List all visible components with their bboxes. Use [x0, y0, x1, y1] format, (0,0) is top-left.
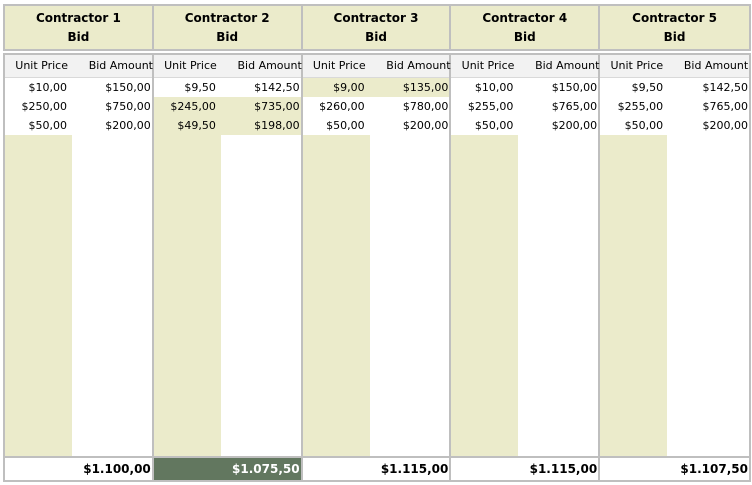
- unit-price-header[interactable]: Unit Price: [312, 59, 366, 72]
- unit-price-cell[interactable]: $50,00: [624, 119, 664, 132]
- column-subheader: Unit Price Bid Amount: [5, 55, 153, 78]
- column-subheader: Unit Price Bid Amount: [451, 55, 600, 78]
- contractor-header-row: Contractor 1 Bid Contractor 2 Bid Contract…: [3, 4, 751, 51]
- contractor-header-cell[interactable]: Contractor 5 Bid: [600, 6, 749, 49]
- table-row: $49,50 $198,00: [153, 116, 301, 135]
- unit-price-stripe: [600, 135, 668, 457]
- lowest-total-cell[interactable]: $1.075,50: [153, 458, 303, 480]
- bid-amount-cell[interactable]: $142,50: [254, 81, 300, 94]
- unit-price-stripe: [302, 135, 370, 457]
- bid-amount-cell[interactable]: $150,00: [551, 81, 598, 94]
- contractor-name: Contractor 4: [482, 11, 568, 25]
- table-row: $10,00 $150,00: [5, 78, 152, 97]
- contractor-header-cell[interactable]: Contractor 2 Bid: [154, 6, 303, 49]
- unit-price-cell[interactable]: $250,00: [21, 100, 68, 113]
- bid-amount-cell[interactable]: $200,00: [551, 119, 598, 132]
- contractor-name: Contractor 5: [632, 11, 718, 25]
- unit-price-cell[interactable]: $10,00: [28, 81, 68, 94]
- table-row: $50,00 $200,00: [451, 116, 598, 135]
- bid-amount-header[interactable]: Bid Amount: [88, 59, 153, 72]
- unit-price-header[interactable]: Unit Price: [610, 59, 664, 72]
- column-subheader: Unit Price Bid Amount: [153, 55, 302, 78]
- unit-price-cell[interactable]: $255,00: [467, 100, 514, 113]
- contractor-sub: Bid: [67, 30, 90, 44]
- contractor-header-cell[interactable]: Contractor 1 Bid: [5, 6, 154, 49]
- column-subheader: Unit Price Bid Amount: [302, 55, 451, 78]
- contractor-sub: Bid: [365, 30, 387, 44]
- bid-amount-cell[interactable]: $735,00: [254, 100, 300, 113]
- unit-price-cell[interactable]: $50,00: [28, 119, 68, 132]
- contractor-bid-column: Unit Price Bid Amount $10,00 $150,00 $255,00…: [451, 55, 601, 457]
- bid-amount-header[interactable]: Bid Amount: [237, 59, 302, 72]
- table-row: $255,00 $765,00: [451, 97, 598, 116]
- table-row: $9,50 $142,50: [154, 78, 301, 97]
- unit-price-cell[interactable]: $9,50: [631, 81, 664, 94]
- contractor-bid-column: Unit Price Bid Amount $10,00 $150,00 $250,00…: [5, 55, 154, 457]
- contractor-sub: Bid: [216, 30, 239, 44]
- bid-amount-cell[interactable]: $780,00: [402, 100, 449, 113]
- unit-price-cell[interactable]: $9,00: [333, 81, 365, 94]
- unit-price-stripe: [5, 135, 72, 457]
- total-cell[interactable]: $1.107,50: [680, 462, 748, 476]
- table-row: $50,00 $200,00: [600, 116, 749, 135]
- contractor-sub: Bid: [663, 30, 686, 44]
- table-row: $250,00 $750,00: [5, 97, 152, 116]
- contractor-header-cell[interactable]: Contractor 4 Bid: [451, 6, 601, 49]
- bid-amount-cell[interactable]: $198,00: [254, 119, 300, 132]
- table-row: $245,00 $735,00: [153, 97, 301, 116]
- unit-price-header[interactable]: Unit Price: [461, 59, 515, 72]
- unit-price-cell[interactable]: $49,50: [177, 119, 216, 132]
- table-row: $10,00 $150,00: [451, 78, 598, 97]
- unit-price-cell[interactable]: $245,00: [170, 100, 216, 113]
- contractor-header-cell[interactable]: Contractor 3 Bid: [303, 6, 452, 49]
- total-cell[interactable]: $1.115,00: [451, 458, 601, 480]
- contractor-name: Contractor 1: [35, 11, 121, 25]
- unit-price-cell[interactable]: $260,00: [319, 100, 365, 113]
- contractor-name: Contractor 2: [184, 11, 270, 25]
- contractor-sub: Bid: [513, 30, 536, 44]
- table-row: $50,00 $200,00: [5, 116, 152, 135]
- column-subheader: Unit Price Bid Amount: [600, 55, 749, 78]
- unit-price-cell[interactable]: $50,00: [474, 119, 514, 132]
- bid-amount-cell[interactable]: $200,00: [702, 119, 748, 132]
- unit-price-stripe: [451, 135, 519, 457]
- bid-amount-cell[interactable]: $142,50: [702, 81, 748, 94]
- bid-amount-cell[interactable]: $150,00: [105, 81, 151, 94]
- total-cell[interactable]: $1.115,00: [303, 458, 452, 480]
- totals-row: $1.100,00 $1.075,50 $1.115,00 $1.115,00 $1.1…: [3, 456, 751, 482]
- contractor-name: Contractor 3: [333, 11, 419, 25]
- unit-price-stripe: [153, 135, 221, 457]
- table-row: $50,00 $200,00: [303, 116, 450, 135]
- total-cell[interactable]: $1.100,00: [5, 458, 154, 480]
- contractor-bid-column: Unit Price Bid Amount $9,50 $142,50 $255,00 $…: [600, 55, 749, 457]
- bid-amount-header[interactable]: Bid Amount: [386, 59, 451, 72]
- unit-price-cell[interactable]: $10,00: [474, 81, 514, 94]
- table-row: $260,00 $780,00: [303, 97, 450, 116]
- bid-amount-cell[interactable]: $200,00: [402, 119, 449, 132]
- bid-table-body: Unit Price Bid Amount $10,00 $150,00 $250,00…: [3, 53, 751, 457]
- table-row: $9,00 $135,00: [302, 78, 450, 97]
- bid-amount-cell[interactable]: $765,00: [551, 100, 598, 113]
- unit-price-header[interactable]: Unit Price: [15, 59, 68, 72]
- bid-amount-header[interactable]: Bid Amount: [535, 59, 600, 72]
- bid-amount-cell[interactable]: $765,00: [702, 100, 748, 113]
- bid-amount-cell[interactable]: $135,00: [402, 81, 449, 94]
- contractor-bid-column: Unit Price Bid Amount $9,00 $135,00 $260,00 $…: [302, 55, 452, 457]
- unit-price-cell[interactable]: $255,00: [617, 100, 664, 113]
- unit-price-cell[interactable]: $9,50: [184, 81, 216, 94]
- bid-amount-cell[interactable]: $200,00: [105, 119, 151, 132]
- table-row: $9,50 $142,50: [600, 78, 749, 97]
- bid-amount-cell[interactable]: $750,00: [105, 100, 151, 113]
- contractor-bid-column: Unit Price Bid Amount $9,50 $142,50 $245,00 $…: [153, 55, 303, 457]
- unit-price-header[interactable]: Unit Price: [164, 59, 217, 72]
- unit-price-cell[interactable]: $50,00: [326, 119, 365, 132]
- bid-amount-header[interactable]: Bid Amount: [683, 59, 749, 72]
- table-row: $255,00 $765,00: [600, 97, 749, 116]
